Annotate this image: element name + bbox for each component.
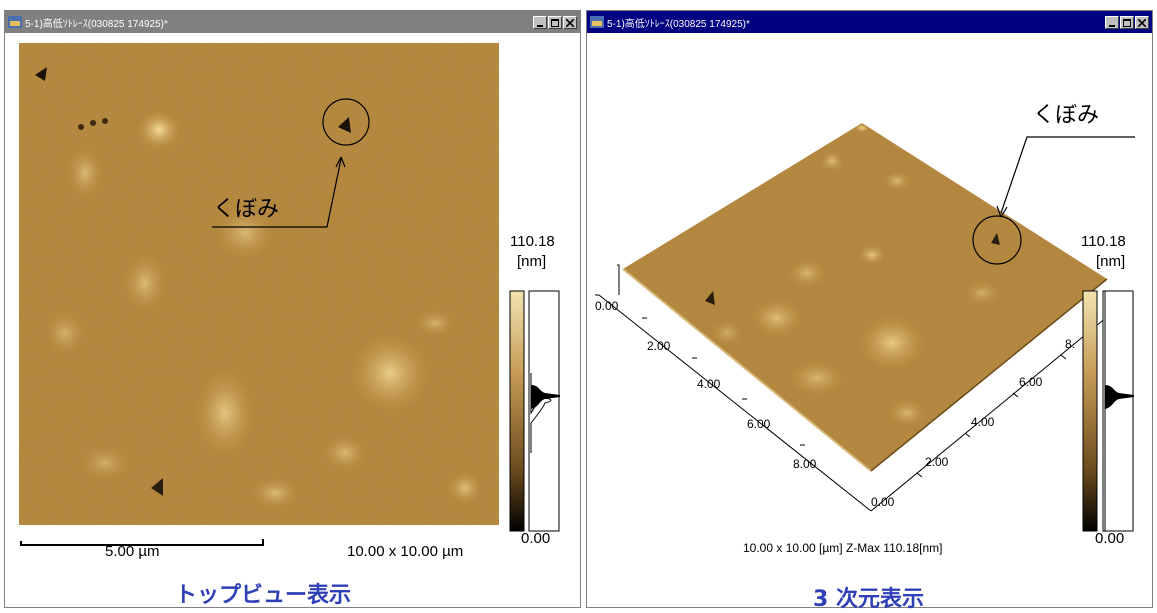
top-view-window: 5-1)高低ｿﾄﾚｰｽ(030825 174925)* bbox=[4, 10, 581, 608]
origin-tick: 0.00 bbox=[871, 495, 895, 509]
arrow-head-icon bbox=[996, 205, 1008, 218]
3d-view-window: 5-1)高低ｿﾄﾚｰｽ(030825 174925)* bbox=[586, 10, 1153, 612]
axis-right-tick-4: 8. bbox=[1065, 337, 1076, 351]
colorbar-unit-label: [nm] bbox=[1096, 253, 1126, 270]
colorbar-max-label: 110.18 bbox=[510, 233, 555, 250]
maximize-button[interactable] bbox=[548, 15, 562, 29]
minimize-button[interactable] bbox=[1105, 15, 1119, 29]
3d-view-canvas bbox=[595, 123, 1135, 532]
height-colorbar bbox=[509, 290, 560, 532]
axis-left-tick-2: 4.00 bbox=[697, 377, 721, 391]
axis-left-tick-1: 2.00 bbox=[647, 339, 671, 353]
scale-bar-label: 5.00 µm bbox=[105, 543, 160, 560]
colorbar-unit-label: [nm] bbox=[517, 253, 547, 270]
minimize-button[interactable] bbox=[533, 15, 547, 29]
dent-label: くぼみ bbox=[213, 197, 280, 222]
axis-left-tick-3: 6.00 bbox=[747, 417, 771, 431]
annotation-leader-line bbox=[212, 158, 342, 228]
close-button[interactable] bbox=[1135, 15, 1149, 29]
colorbar-min-label: 0.00 bbox=[1095, 530, 1125, 547]
height-colorbar bbox=[1082, 290, 1134, 532]
title-bar-right[interactable]: 5-1)高低ｿﾄﾚｰｽ(030825 174925)* bbox=[587, 11, 1152, 33]
maximize-button[interactable] bbox=[1120, 15, 1134, 29]
window-title: 5-1)高低ｿﾄﾚｰｽ(030825 174925)* bbox=[607, 18, 750, 30]
arrow-head-icon bbox=[335, 156, 346, 168]
afm-3d-surface bbox=[622, 123, 1108, 472]
annotation-leader-line bbox=[1000, 136, 1135, 214]
axis-right-tick-3: 6.00 bbox=[1019, 375, 1043, 389]
dent-highlight-circle bbox=[972, 215, 1022, 265]
scan-size-label: 10.00 x 10.00 µm bbox=[347, 543, 464, 560]
3d-view-caption: 3 次元表示 bbox=[813, 587, 924, 612]
axis-right-tick-2: 4.00 bbox=[971, 415, 995, 429]
colorbar-max-label: 110.18 bbox=[1081, 233, 1126, 250]
app-icon bbox=[590, 16, 604, 28]
colorbar-min-label: 0.00 bbox=[521, 530, 551, 547]
top-view-canvas bbox=[19, 43, 560, 546]
afm-top-image bbox=[19, 43, 499, 525]
title-bar-left[interactable]: 5-1)高低ｿﾄﾚｰｽ(030825 174925)* bbox=[5, 11, 580, 33]
dent-highlight-circle bbox=[322, 98, 370, 146]
axis-left-tick-0: 0.00 bbox=[595, 299, 619, 313]
close-button[interactable] bbox=[563, 15, 577, 29]
axis-left-tick-4: 8.00 bbox=[793, 457, 817, 471]
top-view-caption: トップビュー表示 bbox=[175, 583, 352, 608]
scan-info-line: 10.00 x 10.00 [µm] Z-Max 110.18[nm] bbox=[743, 541, 943, 555]
scale-bar bbox=[20, 539, 264, 546]
app-icon bbox=[8, 16, 22, 28]
axis-right-tick-1: 2.00 bbox=[925, 455, 949, 469]
3d-axes bbox=[595, 264, 1108, 512]
window-title: 5-1)高低ｿﾄﾚｰｽ(030825 174925)* bbox=[25, 18, 168, 30]
dent-label: くぼみ bbox=[1033, 103, 1100, 128]
